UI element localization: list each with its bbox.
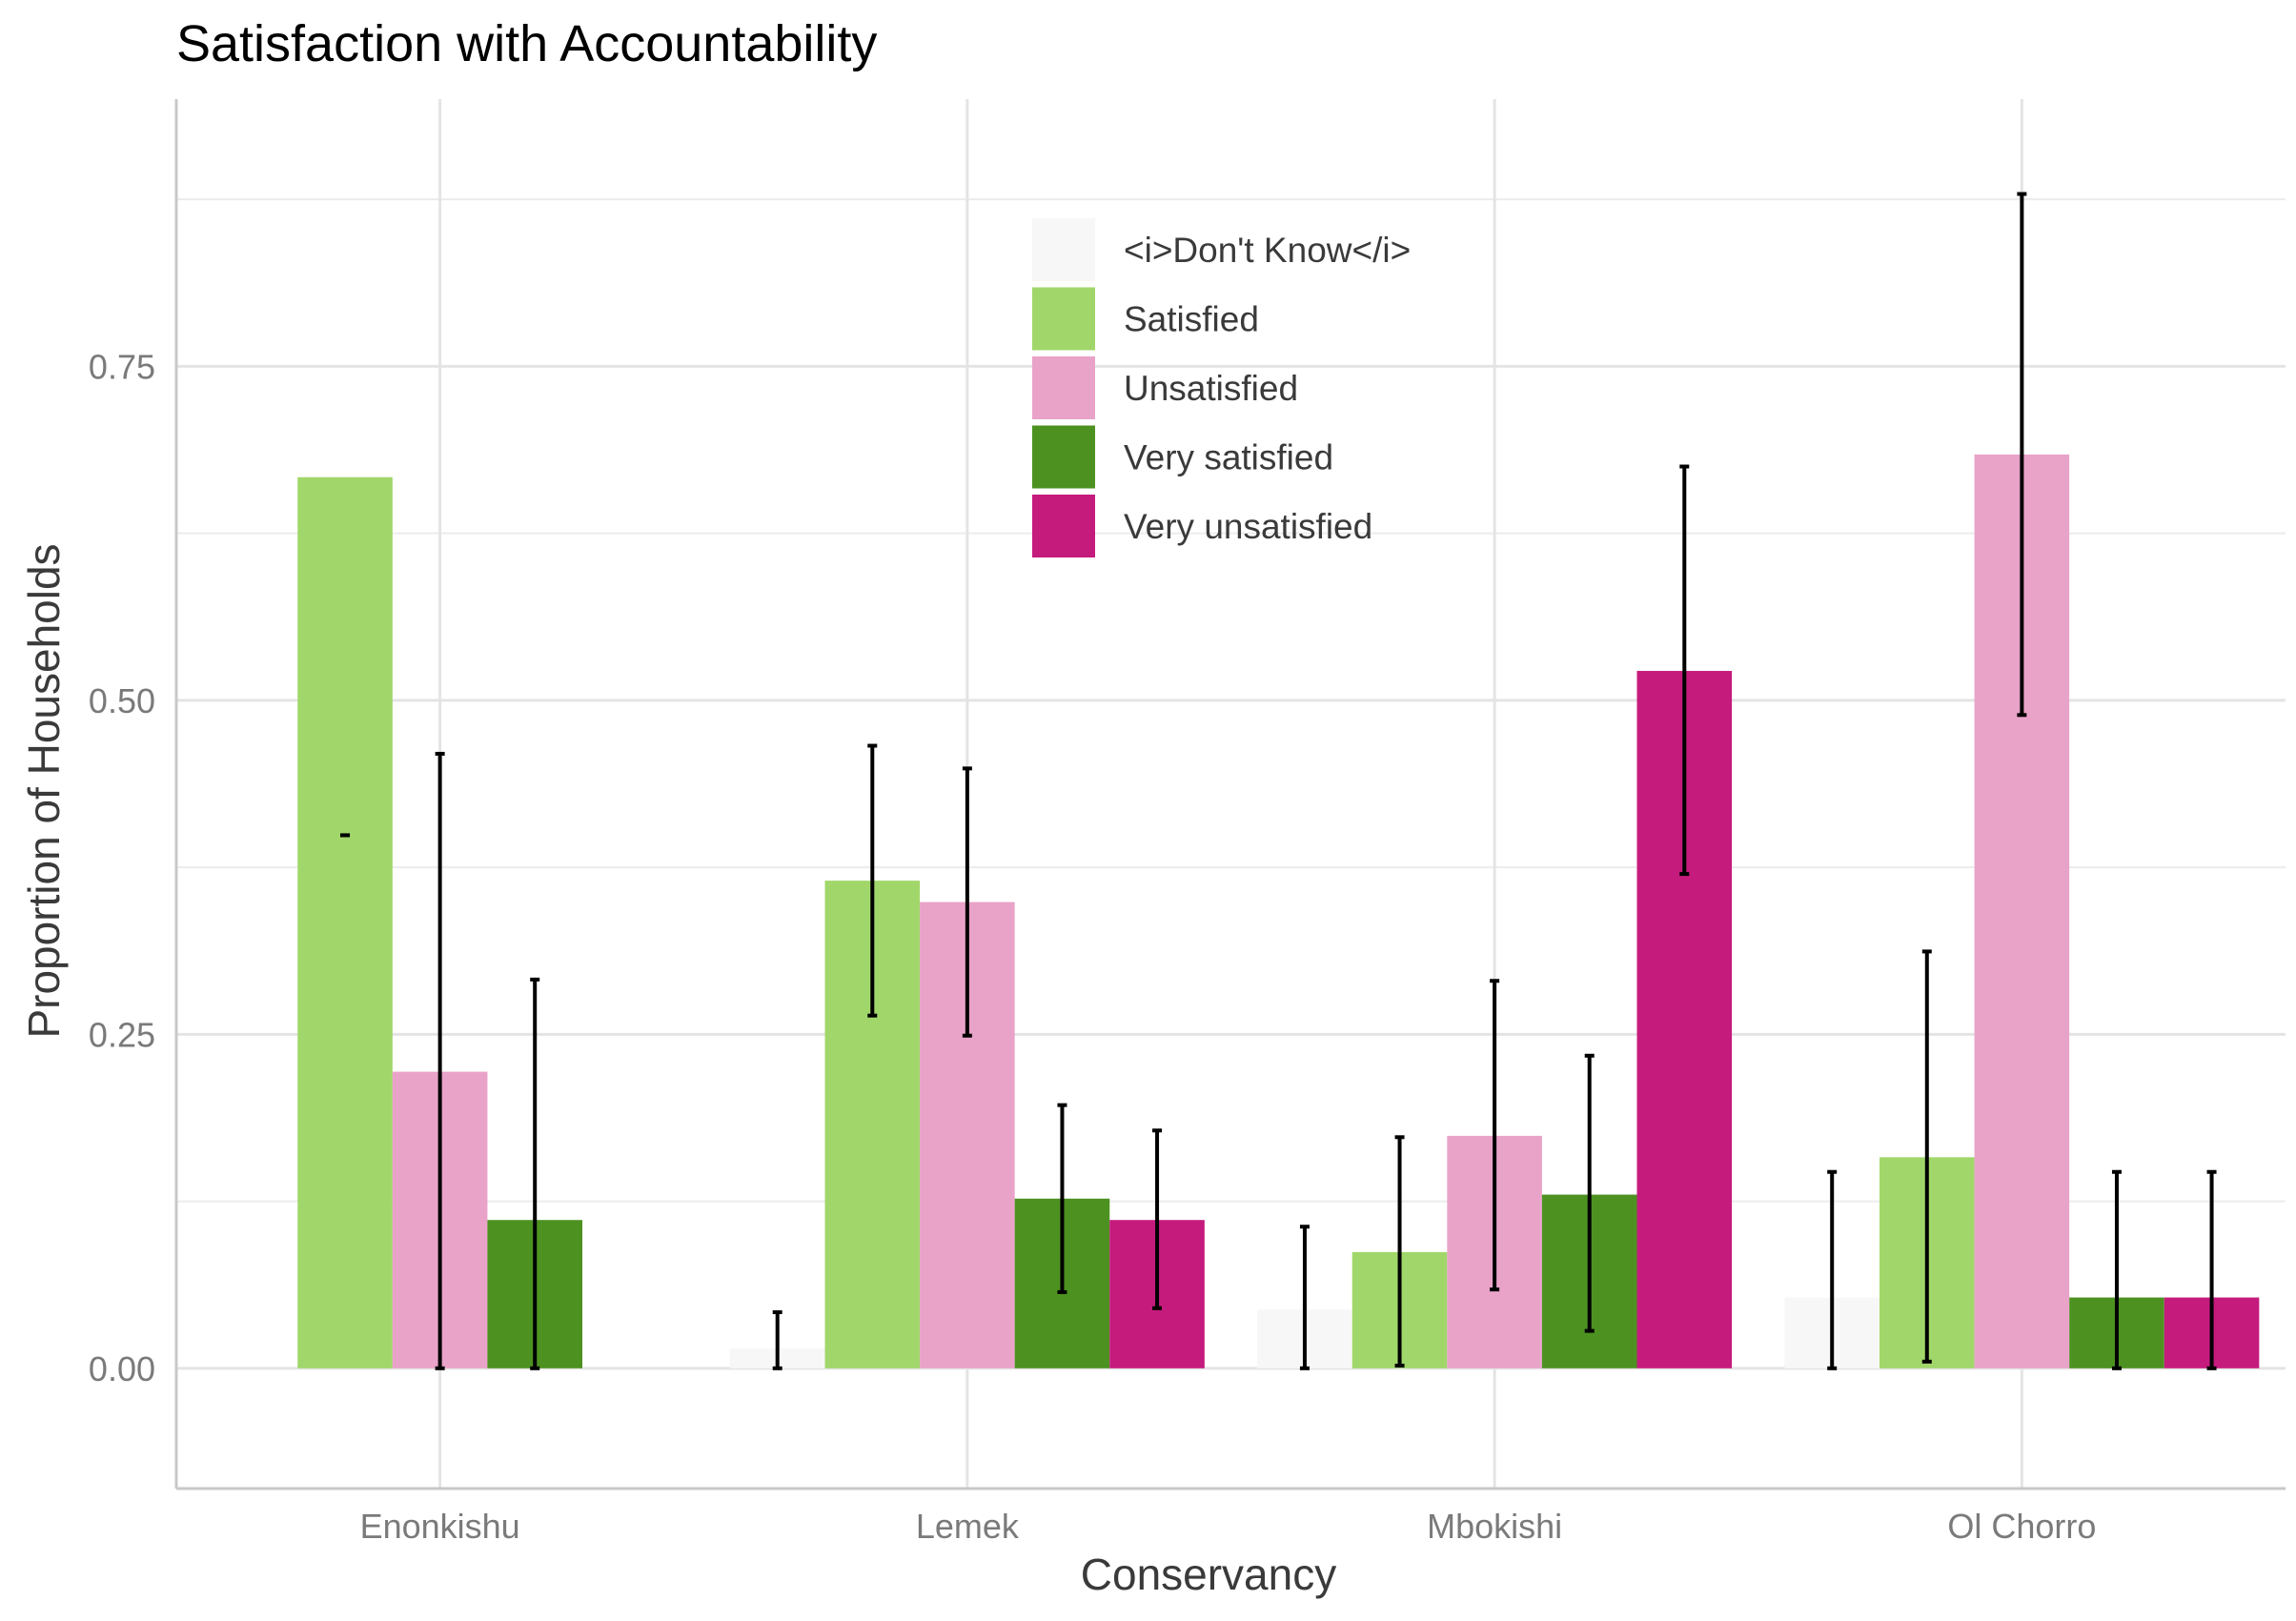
legend-swatch [1032,218,1095,281]
legend-label: Very unsatisfied [1124,507,1372,546]
legend-swatch [1032,356,1095,419]
x-tick-labels: Enonkishu Lemek Mbokishi Ol Chorro [360,1507,2097,1546]
legend-swatch [1032,495,1095,557]
legend-label: Satisfied [1124,300,1259,339]
legend: <i>Don't Know</i> Satisfied Unsatisfied Ver… [1032,218,1411,557]
chart-title: Satisfaction with Accountability [176,15,877,72]
bars-layer [297,454,2260,1368]
legend-label: Very satisfied [1124,438,1333,477]
y-axis-title: Proportion of Households [19,543,69,1038]
x-tick-label: Mbokishi [1427,1507,1562,1546]
y-tick-label: 0.00 [89,1349,155,1388]
y-tick-label: 0.75 [89,347,155,386]
y-tick-label: 0.50 [89,681,155,720]
legend-swatch [1032,425,1095,489]
y-tick-label: 0.25 [89,1015,155,1054]
x-tick-label: Enonkishu [360,1507,520,1546]
legend-swatch [1032,287,1095,351]
x-tick-label: Lemek [916,1507,1020,1546]
legend-label: Unsatisfied [1124,369,1298,408]
x-tick-label: Ol Chorro [1947,1507,2096,1546]
x-axis-title: Conservancy [1081,1550,1336,1599]
legend-label: <i>Don't Know</i> [1124,231,1411,270]
y-tick-labels: 0.00 0.25 0.50 0.75 [89,347,155,1388]
error-bars-layer [340,192,2217,1370]
axis-lines [174,99,2286,1490]
bar [297,476,393,1368]
